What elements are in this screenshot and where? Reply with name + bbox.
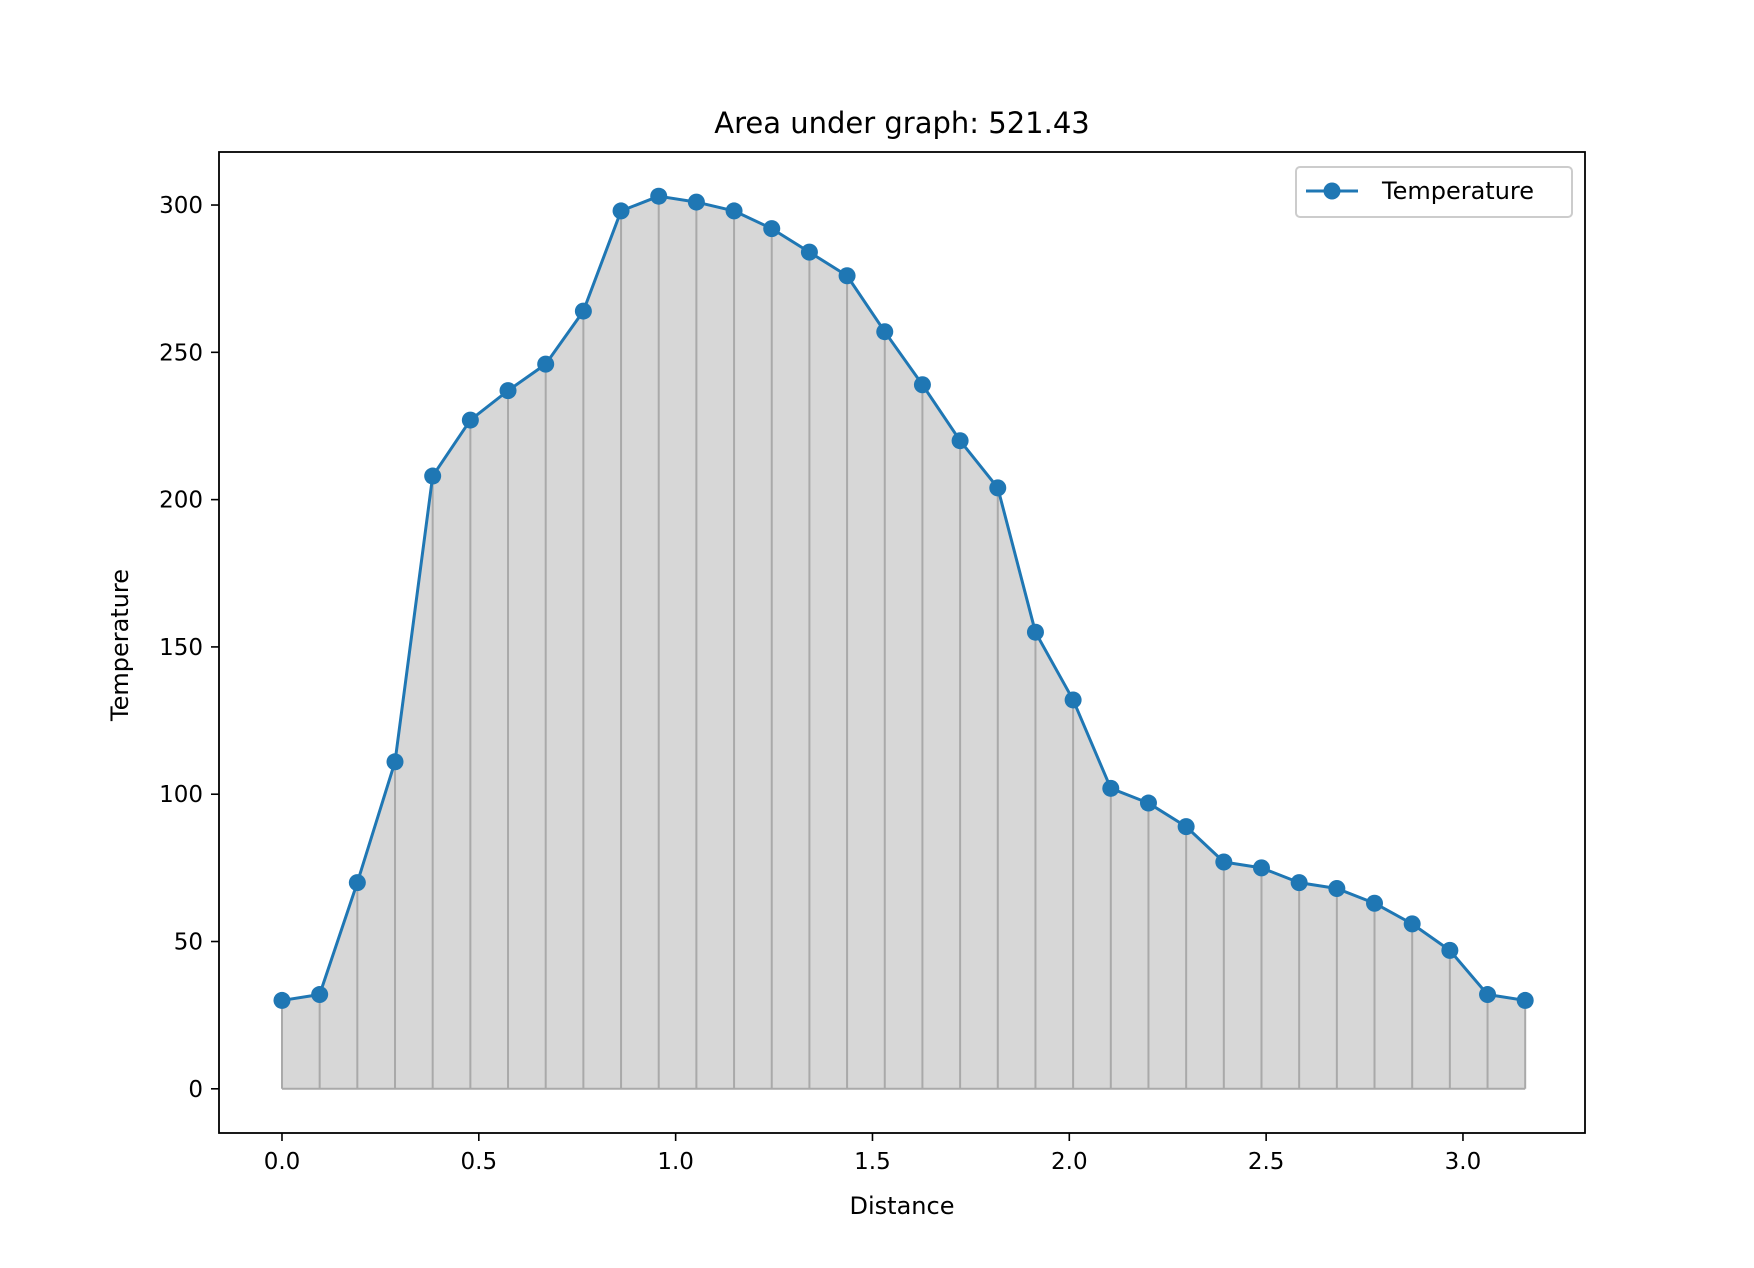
data-point <box>913 376 931 394</box>
x-tick-label: 2.5 <box>1248 1149 1285 1175</box>
series-line-temperature <box>281 194 1526 1002</box>
data-point <box>1403 915 1421 933</box>
data-point <box>386 753 404 771</box>
data-point <box>951 432 969 450</box>
plot-area <box>280 196 1527 1090</box>
x-tick-label: 1.0 <box>657 1149 694 1175</box>
data-point <box>461 411 479 429</box>
data-point <box>1177 818 1195 836</box>
data-point <box>1064 691 1082 709</box>
data-point <box>838 267 856 285</box>
data-point <box>650 187 668 205</box>
data-point <box>1102 779 1120 797</box>
data-point <box>499 382 517 400</box>
data-point <box>1328 879 1346 897</box>
data-point <box>311 986 329 1004</box>
axes: 0.0 0.5 1.0 1.5 2.0 2.5 3.0 0 50 100 150 200 250 300 <box>159 151 1586 1175</box>
marks <box>273 187 1534 1009</box>
data-point <box>876 323 894 341</box>
x-tick-label: 0.5 <box>461 1149 498 1175</box>
y-tick-label: 0 <box>188 1077 203 1103</box>
y-tick-label: 150 <box>159 635 203 661</box>
legend-marker-swatch <box>1323 182 1341 200</box>
x-tick-label: 2.0 <box>1051 1149 1088 1175</box>
x-tick-label: 0.0 <box>264 1149 301 1175</box>
data-point <box>1290 874 1308 892</box>
y-tick-label: 100 <box>159 782 203 808</box>
data-point <box>1026 623 1044 641</box>
data-point <box>273 991 291 1009</box>
axes-frame <box>218 151 1586 1134</box>
y-tick-label: 200 <box>159 488 203 514</box>
data-point <box>574 302 592 320</box>
x-tick-label: 1.5 <box>854 1149 891 1175</box>
data-point <box>537 355 555 373</box>
legend-box <box>1295 166 1573 218</box>
data-point <box>1366 894 1384 912</box>
data-point <box>725 202 743 220</box>
area-fill <box>281 196 1526 1089</box>
chart-title: Area under graph: 521.43 <box>714 106 1089 140</box>
y-axis-label: Temperature <box>106 569 134 722</box>
data-point <box>1441 941 1459 959</box>
data-point <box>763 220 781 238</box>
data-point <box>989 479 1007 497</box>
data-point <box>1215 853 1233 871</box>
data-point <box>1252 859 1270 877</box>
legend: Temperature <box>1295 166 1573 218</box>
x-axis-label: Distance <box>850 1192 955 1220</box>
data-point <box>1479 986 1497 1004</box>
y-tick-label: 250 <box>159 340 203 366</box>
y-tick-label: 300 <box>159 193 203 219</box>
data-point <box>800 243 818 261</box>
data-point <box>1139 794 1157 812</box>
data-point <box>687 193 705 211</box>
data-point <box>612 202 630 220</box>
y-tick-label: 50 <box>174 930 203 956</box>
legend-entry-temperature: Temperature <box>1381 177 1534 205</box>
data-point <box>348 874 366 892</box>
data-point <box>424 467 442 485</box>
x-tick-label: 3.0 <box>1445 1149 1482 1175</box>
data-point <box>1516 991 1534 1009</box>
